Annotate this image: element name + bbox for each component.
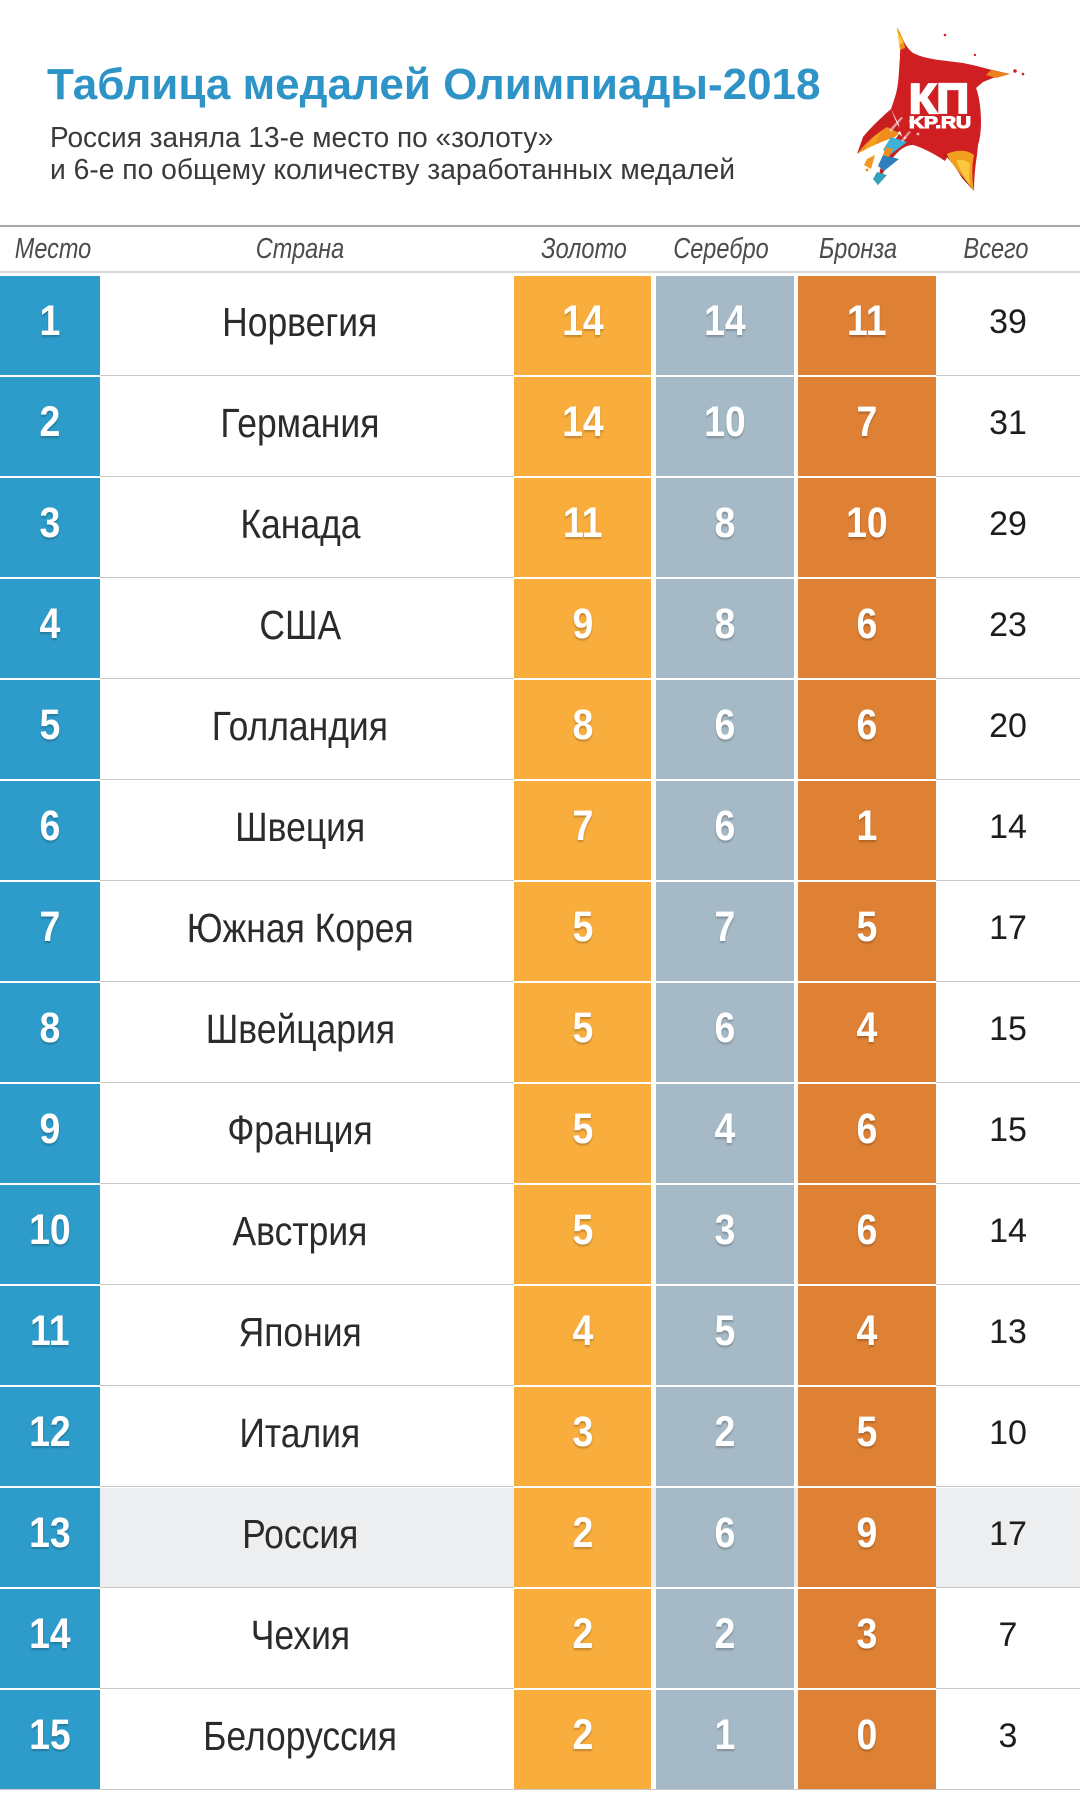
svg-text:KP.RU: KP.RU — [909, 113, 971, 132]
svg-text:КП: КП — [909, 75, 969, 122]
